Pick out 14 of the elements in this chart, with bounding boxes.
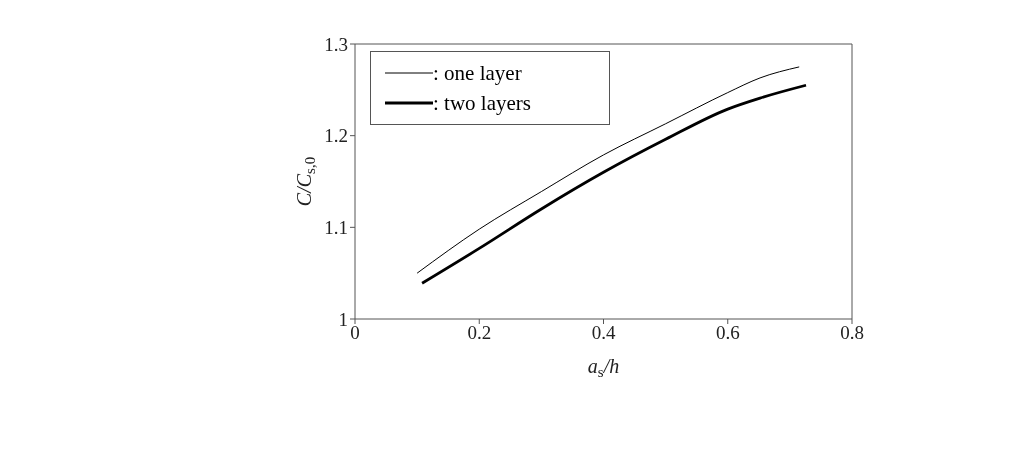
legend-label: : two layers — [433, 90, 531, 116]
x-tick-label: 0 — [350, 322, 360, 344]
line-series — [416, 66, 800, 274]
line-series — [420, 83, 808, 285]
legend-label: : one layer — [433, 60, 522, 86]
x-tick-label: 0.6 — [715, 322, 740, 344]
x-axis-title: a$_{s}$/h — [587, 355, 620, 380]
x-tick-label: 0.8 — [840, 322, 864, 344]
x-tick-label: 0.2 — [467, 322, 492, 344]
y-tick-label: 1.3 — [324, 33, 348, 55]
y-tick-label: 1.2 — [324, 125, 348, 147]
y-tick-label: 1 — [338, 308, 348, 330]
y-tick-label: 1.1 — [324, 217, 348, 239]
x-tick-label: 0.4 — [591, 322, 616, 344]
